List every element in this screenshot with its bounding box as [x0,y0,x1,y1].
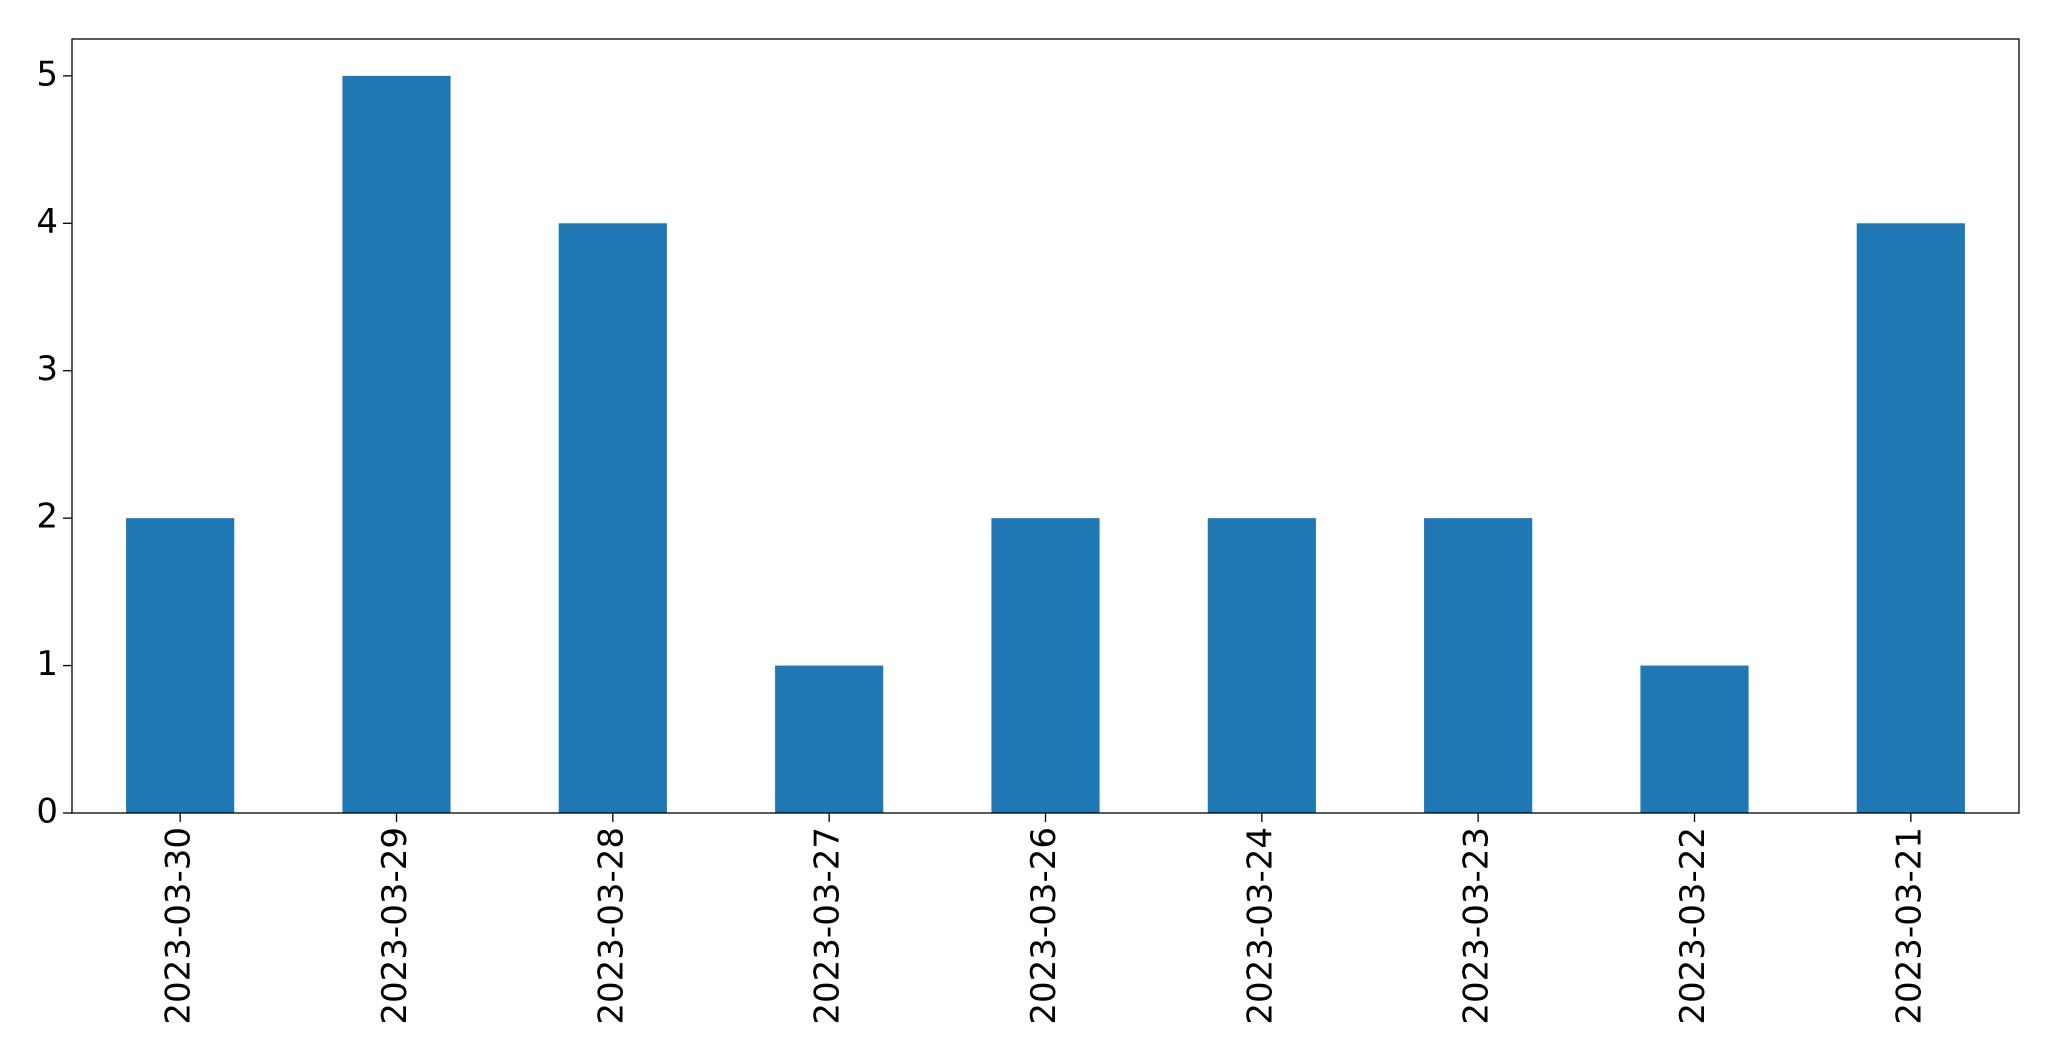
x-tick-label: 2023-03-22 [1673,827,1713,1025]
x-tick-label: 2023-03-26 [1024,827,1064,1025]
bar [126,518,235,813]
y-tick-label: 2 [36,497,58,537]
bar [342,75,451,814]
x-tick-label: 2023-03-23 [1457,827,1497,1025]
x-tick-label: 2023-03-28 [591,827,631,1025]
bar [775,665,884,813]
bar [1207,518,1316,813]
x-tick-label: 2023-03-21 [1889,827,1929,1025]
y-tick-label: 3 [36,349,58,389]
bar [1424,518,1533,813]
x-tick-label: 2023-03-24 [1240,827,1280,1025]
bar [991,518,1100,813]
y-tick-label: 0 [36,792,58,832]
y-tick-label: 1 [36,644,58,684]
bar [1640,665,1749,813]
y-tick-label: 5 [36,54,58,94]
x-tick-label: 2023-03-30 [159,827,199,1025]
bar [558,223,667,814]
x-tick-label: 2023-03-29 [375,827,415,1025]
y-tick-label: 4 [36,202,58,242]
x-tick-label: 2023-03-27 [808,827,848,1025]
bar [1856,223,1965,814]
plot-frame [71,38,2020,814]
